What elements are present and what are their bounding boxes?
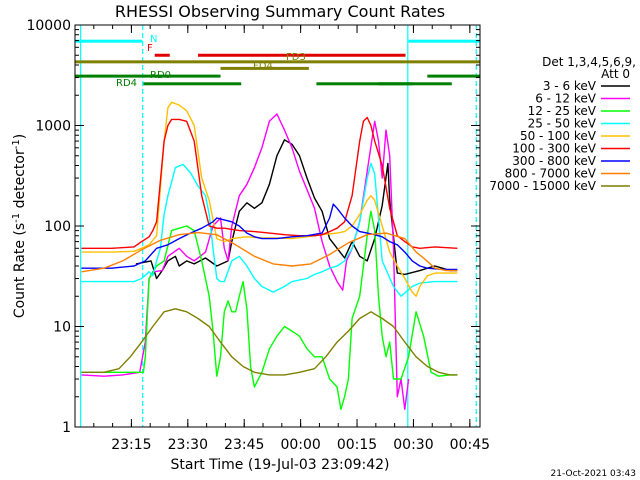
series-line-300-800-kev <box>81 203 458 271</box>
legend-label-25-50-kev: 25 - 50 keV <box>528 117 597 131</box>
y-axis-label-text: detector <box>12 149 28 213</box>
state-bar-f <box>154 53 170 57</box>
y-axis-label-text: Count Rate (s <box>12 223 28 318</box>
x-tick-label: 23:30 <box>168 437 208 453</box>
state-bar-label-rd0: RD0 <box>150 70 171 81</box>
x-tick-label: 00:30 <box>393 437 433 453</box>
state-bar-rd4 <box>316 82 413 86</box>
y-tick-label: 1000 <box>35 119 71 135</box>
state-bar-fd4 <box>220 66 309 70</box>
x-tick-label: 00:00 <box>280 437 320 453</box>
state-bar-fd3 <box>75 60 480 64</box>
y-axis-label-superscript: -1 <box>11 213 22 223</box>
x-tick-label: 23:45 <box>224 437 264 453</box>
y-axis-label-superscript: -1 <box>11 139 22 149</box>
legend-title: Att 0 <box>601 67 630 81</box>
series-line-800-7000-kev <box>81 231 458 273</box>
legend-label-100-300-kev: 100 - 300 keV <box>512 142 596 156</box>
series-line-6-12-kev <box>81 113 410 410</box>
state-bars: NF FD3 FD4 RD0 RD4 <box>75 34 480 89</box>
y-axis-label: Count Rate (s-1 detector-1) <box>11 134 28 318</box>
state-bar-f <box>197 53 406 57</box>
footer-date: 21-Oct-2021 03:43 <box>551 469 636 479</box>
y-tick-label: 1 <box>62 420 71 436</box>
y-axis-label-text: ) <box>12 134 28 139</box>
legend-title: Det 1,3,4,5,6,9, <box>542 55 636 69</box>
x-tick-label: 00:45 <box>450 437 490 453</box>
legend-label-800-7000-kev: 800 - 7000 keV <box>505 167 597 181</box>
state-bar-rd4 <box>378 82 452 86</box>
state-bar-rd0 <box>75 74 221 78</box>
y-tick-label: 10 <box>53 320 71 336</box>
x-axis-label: Start Time (19-Jul-03 23:09:42) <box>170 457 389 473</box>
state-bar-n <box>75 39 143 43</box>
series-line-100-300-kev <box>81 116 458 249</box>
data-layer <box>80 25 477 427</box>
axis-ticks: 23:15 23:30 23:45 00:00 00:15 00:30 00:45 1 10 10… <box>26 18 490 453</box>
x-tick-label: 00:15 <box>337 437 377 453</box>
legend-label-6-12-kev: 6 - 12 keV <box>535 92 597 106</box>
state-bar-label-n: N <box>150 34 157 45</box>
state-bar-rd4 <box>143 82 242 86</box>
state-bar-n <box>408 39 480 43</box>
series-line-12-25-kev <box>81 210 458 410</box>
legend-label-3-6-kev: 3 - 6 keV <box>543 79 597 93</box>
legend-label-7000-15000-kev: 7000 - 15000 keV <box>489 179 596 193</box>
x-tick-label: 23:15 <box>111 437 151 453</box>
series-line-50-100-kev <box>81 101 458 297</box>
y-tick-label: 10000 <box>26 18 71 34</box>
series-line-7000-15000-kev <box>81 308 458 376</box>
state-bar-label-f: F <box>147 43 153 54</box>
state-bar-label-fd4: FD4 <box>253 61 273 72</box>
state-bar-label-rd4: RD4 <box>116 78 137 89</box>
legend-label-300-800-kev: 300 - 800 keV <box>512 154 596 168</box>
series-line-25-50-kev <box>81 162 458 297</box>
legend-label-50-100-kev: 50 - 100 keV <box>520 129 597 143</box>
legend-label-12-25-kev: 12 - 25 keV <box>528 104 597 118</box>
y-tick-label: 100 <box>44 219 71 235</box>
chart-title: RHESSI Observing Summary Count Rates <box>115 2 445 21</box>
series-line-3-6-kev <box>135 139 458 280</box>
state-bar-label-fd3: FD3 <box>286 52 306 63</box>
state-bar-rd0 <box>427 74 480 78</box>
